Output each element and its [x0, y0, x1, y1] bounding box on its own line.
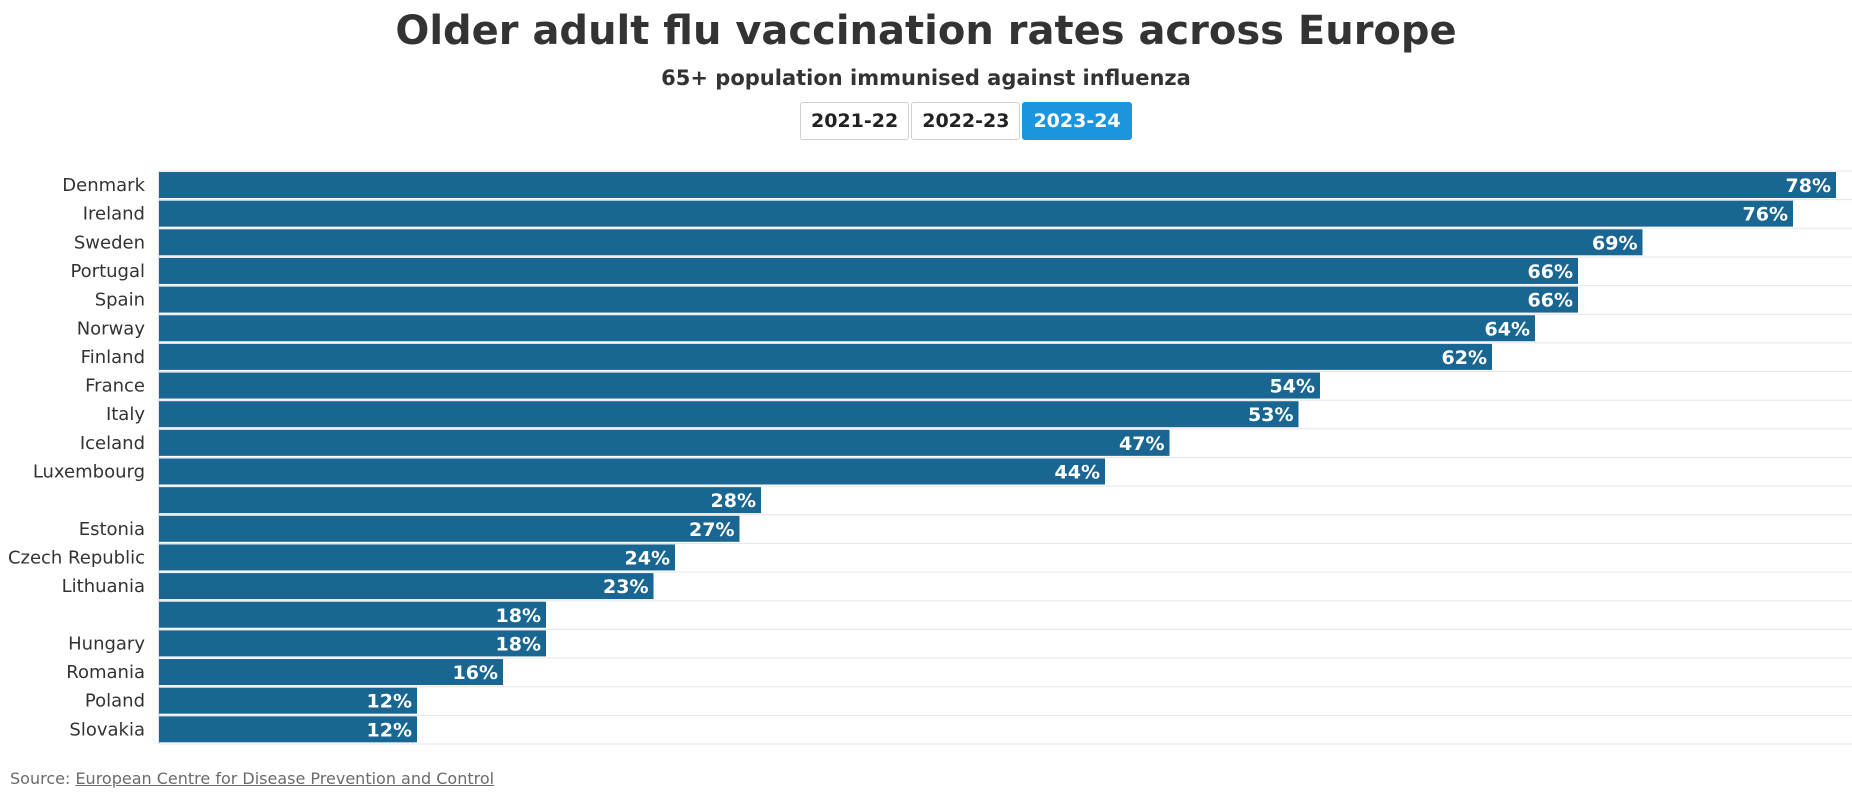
- data-label: 18%: [496, 605, 541, 627]
- data-label: 76%: [1743, 204, 1788, 226]
- bar: [159, 401, 1299, 428]
- category-label: Hungary: [68, 633, 145, 654]
- data-label: 53%: [1248, 404, 1293, 426]
- data-label: 62%: [1442, 347, 1487, 369]
- bar: [159, 515, 740, 542]
- bar: [159, 601, 546, 628]
- data-label: 78%: [1786, 175, 1831, 197]
- bar: [159, 687, 417, 714]
- category-label: Ireland: [83, 204, 145, 225]
- chart-title: Older adult flu vaccination rates across…: [395, 8, 1457, 54]
- source-link[interactable]: European Centre for Disease Prevention a…: [75, 769, 495, 788]
- bar: [159, 659, 503, 686]
- category-label: Slovakia: [69, 719, 145, 740]
- bar: [159, 257, 1578, 284]
- category-label: Denmark: [62, 175, 145, 196]
- source-prefix: Source:: [10, 769, 71, 788]
- category-label: Czech Republic: [8, 547, 145, 568]
- data-label: 27%: [689, 519, 734, 541]
- category-label: Finland: [81, 347, 145, 368]
- bar: [159, 343, 1492, 370]
- category-label: Iceland: [80, 433, 145, 454]
- data-label: 66%: [1528, 261, 1573, 283]
- category-label: France: [85, 376, 145, 397]
- bar: [159, 458, 1105, 485]
- bar: [159, 544, 675, 571]
- data-label: 12%: [367, 719, 412, 741]
- category-label: Luxembourg: [33, 462, 145, 483]
- data-label: 23%: [603, 576, 648, 598]
- source-note: Source: European Centre for Disease Prev…: [10, 769, 494, 788]
- tab-2023-24[interactable]: 2023-24: [1022, 102, 1132, 140]
- data-label: 44%: [1055, 462, 1100, 484]
- tab-2021-22[interactable]: 2021-22: [800, 102, 910, 140]
- category-label: Spain: [95, 290, 145, 311]
- data-label: 16%: [453, 662, 498, 684]
- bar: [159, 716, 417, 743]
- data-label: 12%: [367, 691, 412, 713]
- category-label: Norway: [77, 318, 146, 339]
- data-label: 64%: [1485, 318, 1530, 340]
- data-label: 54%: [1270, 376, 1315, 398]
- data-label: 66%: [1528, 290, 1573, 312]
- category-label: Romania: [66, 662, 145, 683]
- category-label: Poland: [85, 691, 145, 712]
- chart-subtitle: 65+ population immunised against influen…: [661, 66, 1191, 90]
- tab-2022-23[interactable]: 2022-23: [911, 102, 1021, 140]
- bar: [159, 429, 1170, 456]
- category-label: Italy: [106, 404, 145, 425]
- bar: [159, 315, 1535, 342]
- bar: [159, 573, 654, 600]
- category-label: Estonia: [79, 519, 145, 540]
- data-label: 28%: [711, 490, 756, 512]
- bar: [159, 172, 1836, 198]
- bar: [159, 630, 546, 657]
- data-label: 24%: [625, 547, 670, 569]
- category-label: Sweden: [74, 232, 145, 253]
- season-tabs: 2021-22 2022-23 2023-24: [800, 102, 1132, 140]
- bar: [159, 487, 761, 514]
- bar: [159, 200, 1793, 227]
- data-label: 47%: [1119, 433, 1164, 455]
- bar-chart: 78% Denmark 76% Ireland 69% Sweden 66% Portugal…: [8, 170, 1852, 745]
- bar: [159, 372, 1320, 399]
- category-label: Portugal: [70, 261, 145, 282]
- category-label: Lithuania: [62, 576, 145, 597]
- data-label: 69%: [1592, 232, 1637, 254]
- data-label: 18%: [496, 633, 541, 655]
- bar: [159, 229, 1643, 256]
- bar: [159, 286, 1578, 313]
